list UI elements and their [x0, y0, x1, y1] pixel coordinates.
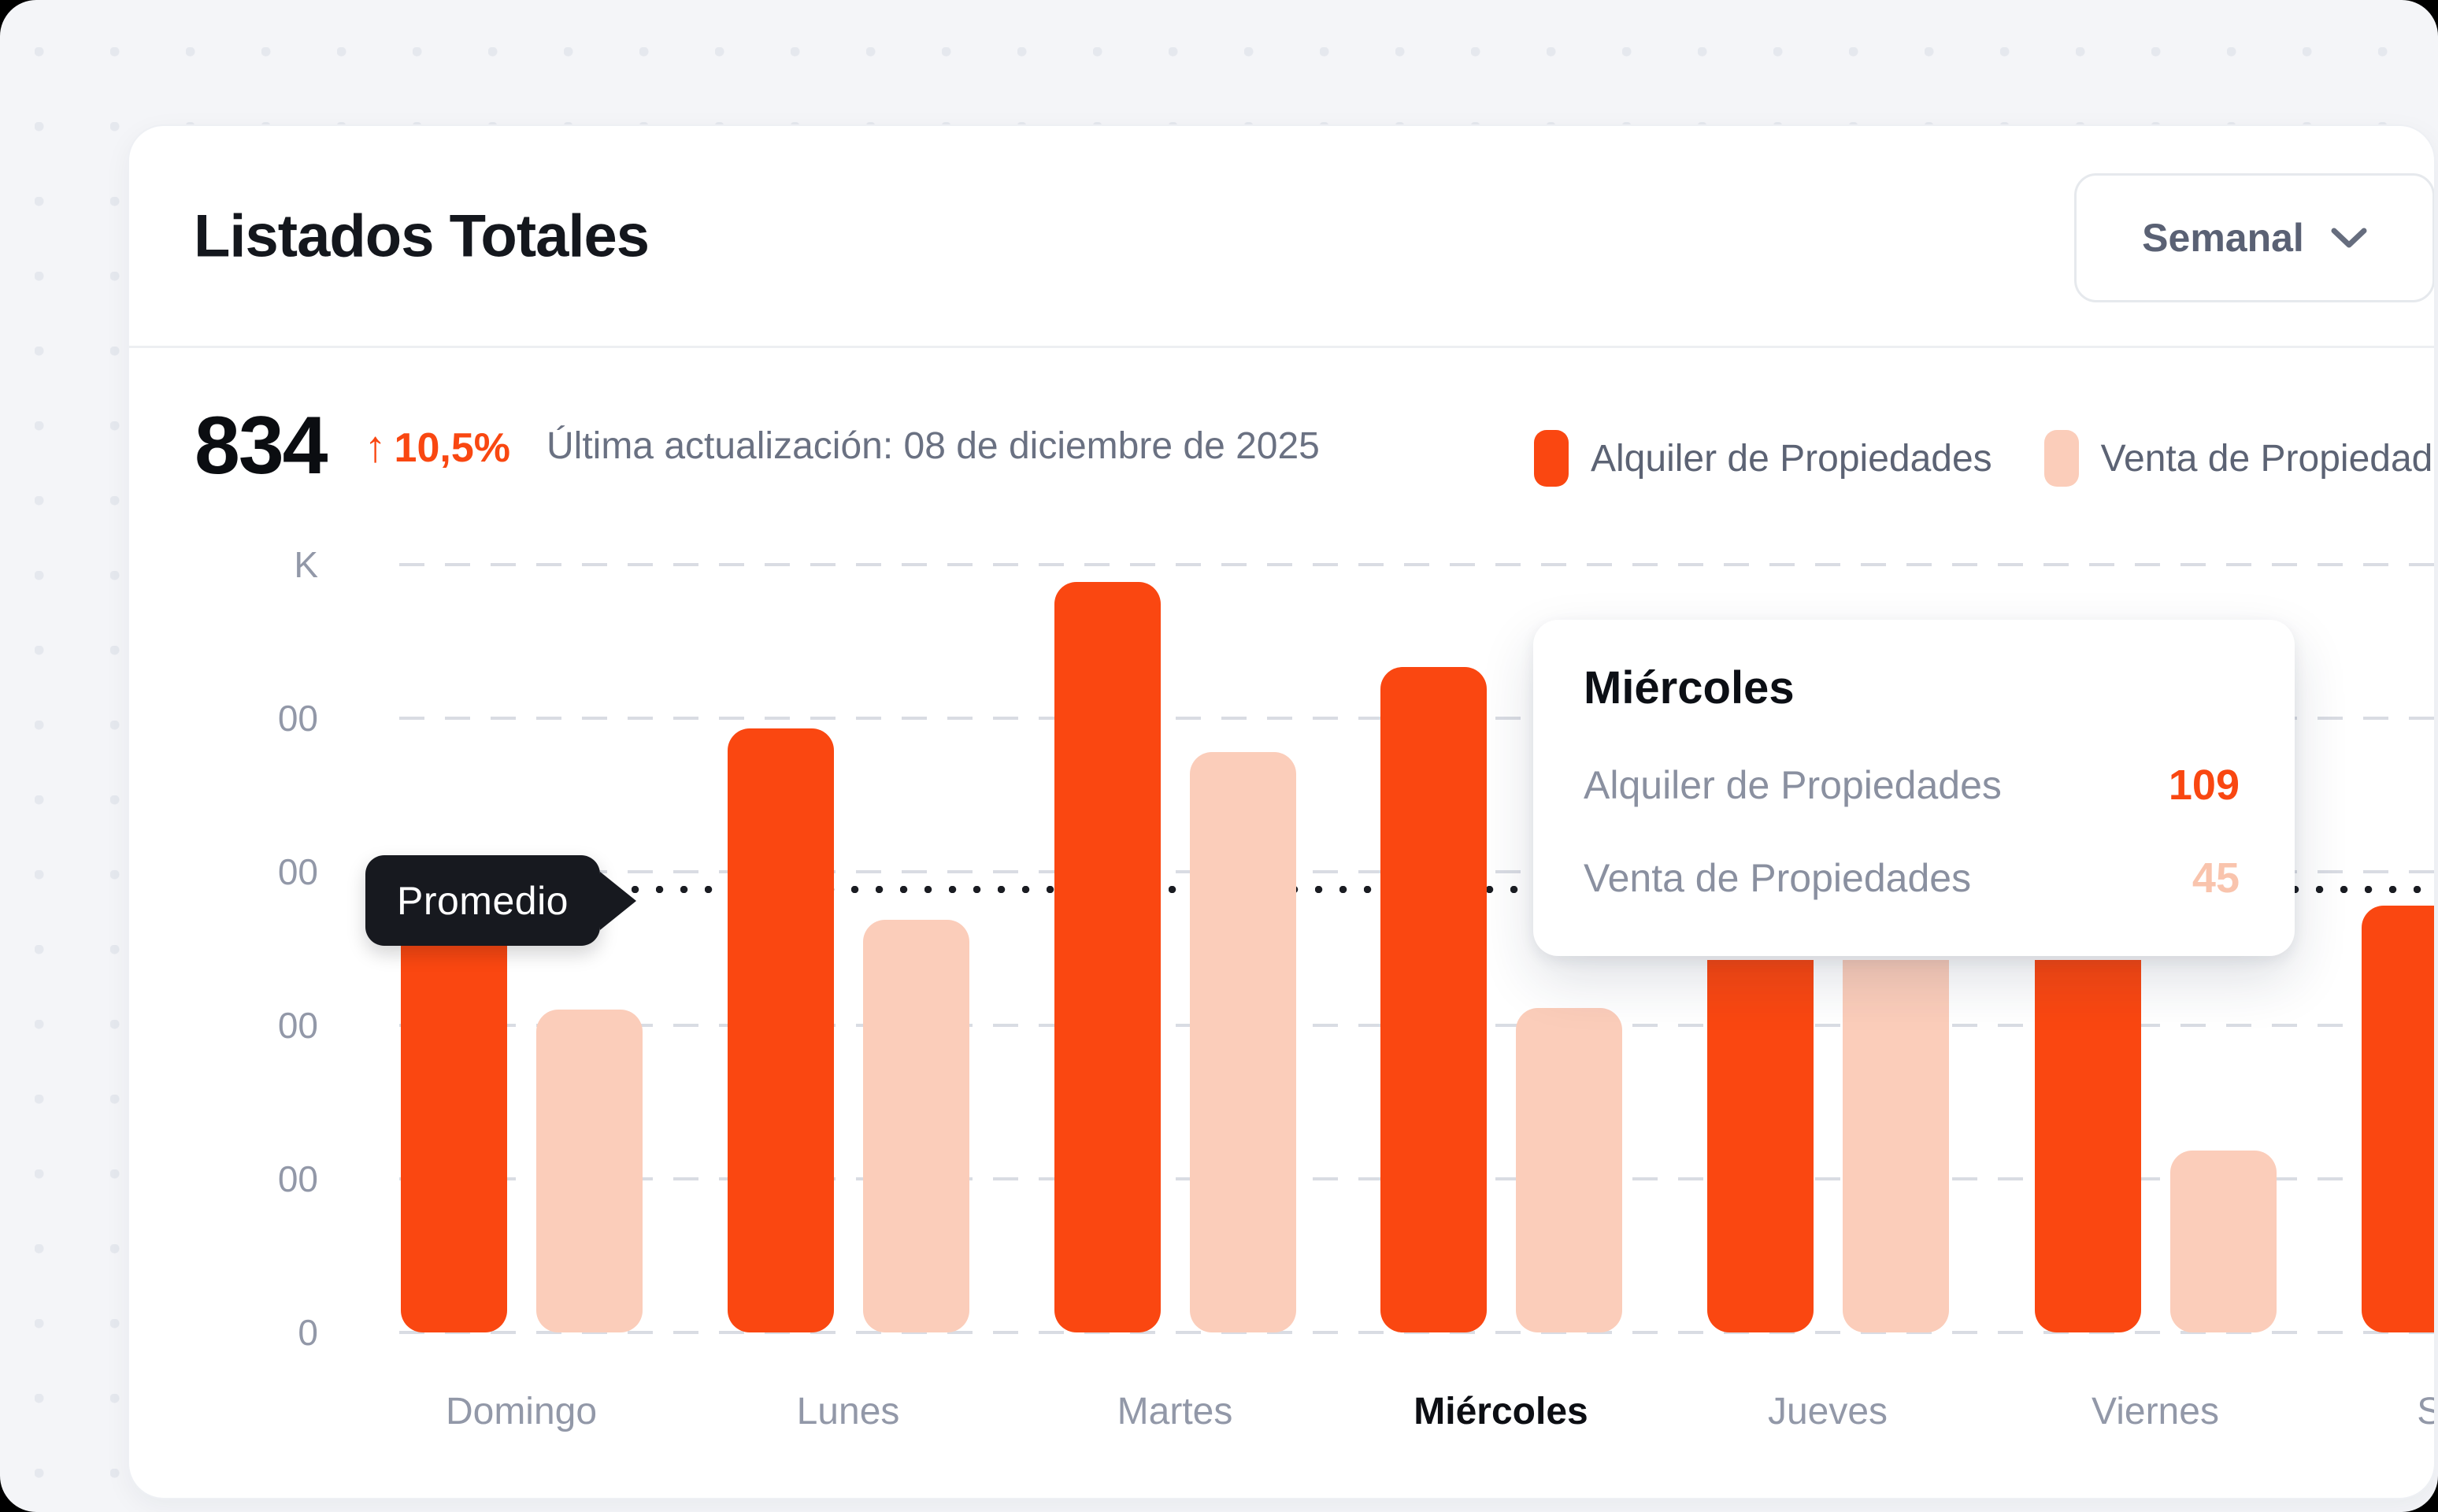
legend-label: Venta de Propiedades — [2100, 437, 2436, 480]
tooltip-rows: Alquiler de Propiedades 109 Venta de Propi… — [1584, 762, 2240, 902]
legend-item-sale[interactable]: Venta de Propiedades — [2043, 430, 2436, 487]
chart-tooltip: Miércoles Alquiler de Propiedades 109 Vent… — [1533, 620, 2295, 956]
trend-percentage: 10,5% — [394, 424, 510, 471]
trend-up-arrow-icon: ↑ — [364, 421, 387, 471]
legend-swatch-rent — [1534, 430, 1569, 487]
tooltip-row-sale: Venta de Propiedades 45 — [1584, 854, 2240, 902]
period-selector-button[interactable]: Semanal — [2074, 173, 2434, 302]
legend-item-rent[interactable]: Alquiler de Propiedades — [1534, 430, 1992, 487]
legend-label: Alquiler de Propiedades — [1591, 437, 1992, 480]
chevron-down-icon — [2331, 228, 2367, 248]
bar-rent-lunes[interactable] — [727, 728, 834, 1332]
y-axis-tick-label: K — [294, 544, 318, 585]
bar-rent-jueves[interactable] — [1706, 960, 1814, 1332]
average-tag: Promedio — [365, 855, 600, 946]
tooltip-row-label: Venta de Propiedades — [1584, 856, 1972, 900]
y-axis-tick-label: 00 — [277, 698, 318, 739]
bar-rent-domingo[interactable] — [400, 895, 507, 1332]
trend-indicator: ↑ 10,5% — [365, 421, 510, 472]
x-axis-label-viernes: Viernes — [2092, 1391, 2219, 1432]
y-axis-tick-label: 00 — [277, 851, 318, 892]
gridline — [399, 563, 2434, 566]
x-axis-label-jueves: Jueves — [1767, 1391, 1888, 1432]
average-tag-label: Promedio — [397, 878, 569, 923]
y-axis-tick-label: 00 — [277, 1158, 318, 1199]
legend-swatch-sale — [2043, 430, 2079, 487]
bar-rent-miércoles[interactable] — [1380, 667, 1487, 1332]
tooltip-title: Miércoles — [1584, 662, 1795, 713]
x-axis-label-domingo: Domingo — [445, 1391, 598, 1432]
tooltip-row-value: 109 — [2168, 762, 2240, 809]
bar-sale-domingo[interactable] — [535, 1010, 643, 1332]
y-axis-tick-label: 00 — [277, 1005, 318, 1046]
x-axis-label-miércoles: Miércoles — [1414, 1391, 1588, 1432]
bar-sale-viernes[interactable] — [2169, 1151, 2277, 1332]
page-title: Listados Totales — [194, 202, 650, 269]
total-listings-value: 834 — [195, 399, 328, 491]
x-axis-label-martes: Martes — [1117, 1391, 1233, 1432]
bar-sale-jueves[interactable] — [1842, 960, 1949, 1332]
bar-sale-lunes[interactable] — [862, 920, 969, 1332]
bar-rent-sábado[interactable] — [2361, 906, 2434, 1332]
gridline — [399, 1331, 2434, 1334]
tooltip-row-label: Alquiler de Propiedades — [1584, 763, 2002, 807]
bar-rent-viernes[interactable] — [2034, 960, 2141, 1332]
x-axis-label-lunes: Lunes — [796, 1391, 900, 1432]
bar-sale-martes[interactable] — [1189, 752, 1296, 1332]
tooltip-row-rent: Alquiler de Propiedades 109 — [1584, 762, 2240, 809]
chart-legend: Alquiler de Propiedades Venta de Propieda… — [1534, 428, 2436, 488]
period-selector-label: Semanal — [2142, 216, 2304, 260]
tooltip-row-value: 45 — [2192, 854, 2240, 902]
total-listings-card: Listados Totales Semanal 834 ↑ 10,5% Últ… — [128, 124, 2436, 1499]
last-updated-text: Última actualización: 08 de diciembre de… — [546, 424, 1320, 467]
stats-row: 834 ↑ 10,5% Última actualización: 08 de … — [195, 398, 1320, 493]
x-axis-label-sábado: Sábado — [2417, 1390, 2434, 1433]
card-header: Listados Totales Semanal — [129, 126, 2434, 348]
bar-rent-martes[interactable] — [1054, 582, 1161, 1332]
average-line — [632, 886, 2434, 894]
y-axis-tick-label: 0 — [298, 1312, 318, 1353]
bar-sale-miércoles[interactable] — [1515, 1008, 1622, 1332]
